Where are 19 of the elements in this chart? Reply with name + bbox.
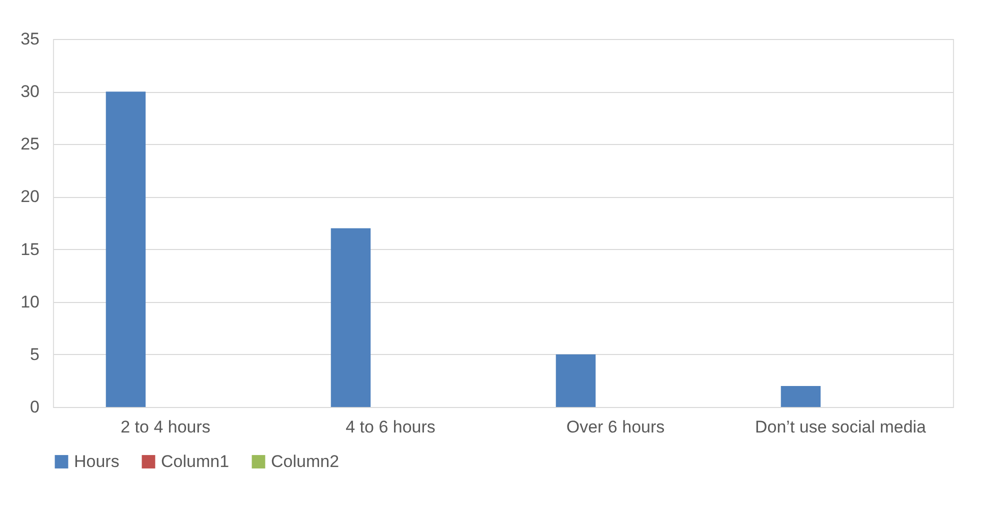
y-tick-label: 30 <box>20 82 40 102</box>
y-tick-label: 5 <box>30 344 40 364</box>
legend-label: Column2 <box>271 452 340 471</box>
bar <box>106 92 146 407</box>
x-tick-label: Over 6 hours <box>566 418 665 436</box>
y-tick-label: 0 <box>30 398 40 416</box>
y-tick-label: 10 <box>20 292 40 312</box>
y-tick-label: 25 <box>20 134 40 154</box>
legend-label: Hours <box>74 452 120 471</box>
y-tick-label: 35 <box>20 30 40 48</box>
legend-label: Column1 <box>161 452 230 471</box>
x-tick-label: Don’t use social media <box>754 418 927 436</box>
x-tick-label: 4 to 6 hours <box>346 418 436 436</box>
bar <box>330 228 371 407</box>
bar <box>780 386 821 407</box>
x-tick-label: 2 to 4 hours <box>120 418 210 436</box>
y-tick-label: 20 <box>20 187 40 206</box>
bar <box>556 354 596 407</box>
y-tick-label: 15 <box>20 240 40 259</box>
